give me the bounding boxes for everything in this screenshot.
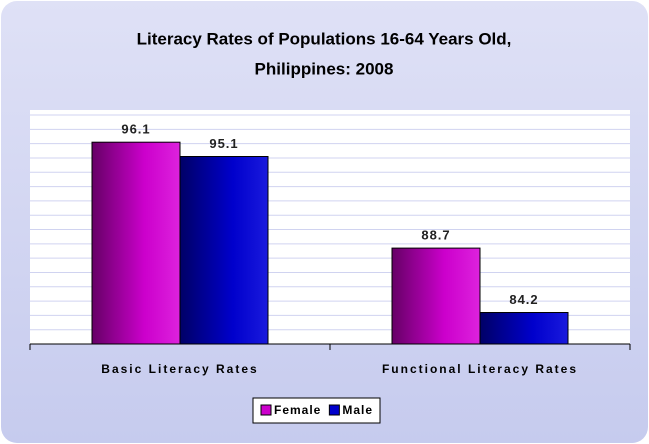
legend-label: Male: [342, 403, 373, 417]
chart-title: Philippines: 2008: [255, 59, 394, 78]
bar: [91, 141, 181, 345]
legend-label: Female: [274, 403, 321, 417]
bar: [391, 247, 481, 345]
bar: [479, 312, 569, 345]
data-label: 95.1: [209, 136, 238, 151]
x-tick-label: Basic Literacy Rates: [101, 362, 258, 376]
x-tick-label: Functional Literacy Rates: [382, 362, 578, 376]
bar: [179, 156, 269, 345]
data-label: 84.2: [509, 292, 538, 307]
data-label: 88.7: [421, 228, 450, 243]
legend-swatch: [260, 404, 272, 416]
legend-swatch: [328, 404, 340, 416]
data-label: 96.1: [121, 122, 150, 137]
legend: [252, 397, 381, 424]
chart-title: Literacy Rates of Populations 16-64 Year…: [137, 29, 512, 48]
